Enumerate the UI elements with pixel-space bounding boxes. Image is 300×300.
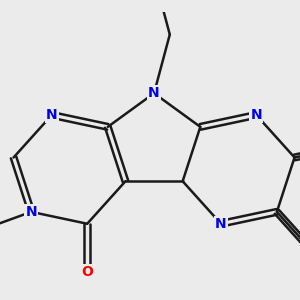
Text: N: N <box>215 217 227 231</box>
Text: N: N <box>26 205 37 219</box>
Text: N: N <box>46 108 58 122</box>
Text: O: O <box>81 266 93 279</box>
Text: N: N <box>148 86 160 100</box>
Text: N: N <box>250 108 262 122</box>
